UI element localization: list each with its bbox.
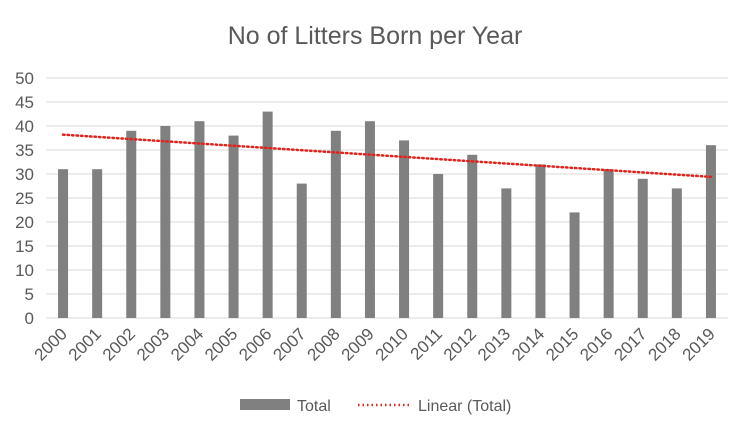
x-tick-label: 2013 xyxy=(474,324,514,364)
x-tick-label: 2003 xyxy=(133,324,173,364)
y-tick-label: 50 xyxy=(15,69,34,88)
bar-2007 xyxy=(296,183,307,318)
x-tick-label: 2012 xyxy=(440,324,480,364)
bar-2009 xyxy=(364,121,375,318)
y-tick-label: 40 xyxy=(15,117,34,136)
linear-trendline xyxy=(61,133,713,179)
x-tick-label: 2014 xyxy=(508,324,548,364)
y-tick-label: 45 xyxy=(15,93,34,112)
x-tick-label: 2006 xyxy=(235,324,275,364)
bar-2019 xyxy=(705,145,716,318)
bar-2006 xyxy=(262,111,273,318)
x-tick-label: 2001 xyxy=(65,324,105,364)
bar-2001 xyxy=(92,169,103,318)
gridlines xyxy=(46,77,728,319)
x-tick-label: 2009 xyxy=(338,324,378,364)
x-tick-label: 2008 xyxy=(303,324,343,364)
bar-2012 xyxy=(467,154,478,318)
y-tick-label: 15 xyxy=(15,237,34,256)
bar-2002 xyxy=(126,130,137,318)
bar-2003 xyxy=(160,126,171,318)
x-tick-label: 2005 xyxy=(201,324,241,364)
y-tick-label: 0 xyxy=(25,309,34,328)
x-tick-label: 2015 xyxy=(542,324,582,364)
bar-2014 xyxy=(535,164,546,318)
y-tick-label: 5 xyxy=(25,285,34,304)
bar-2008 xyxy=(330,130,341,318)
bar-2016 xyxy=(603,169,614,318)
bar-2015 xyxy=(569,212,580,318)
x-tick-label: 2017 xyxy=(610,324,650,364)
x-tick-label: 2011 xyxy=(407,324,446,363)
bar-2013 xyxy=(501,188,512,318)
legend: Total Linear (Total) xyxy=(240,398,511,415)
x-axis-ticks: 2000200120022003200420052006200720082009… xyxy=(31,324,719,364)
bar-2018 xyxy=(671,188,682,318)
y-axis-ticks: 0 5 10 15 20 25 30 35 40 45 50 xyxy=(15,69,34,328)
x-tick-label: 2010 xyxy=(372,324,412,364)
bar-2017 xyxy=(637,178,648,318)
y-tick-label: 35 xyxy=(15,141,34,160)
x-tick-label: 2000 xyxy=(31,324,71,364)
bars xyxy=(58,111,716,318)
bar-2010 xyxy=(399,140,410,318)
bar-2011 xyxy=(433,174,444,318)
bar-2000 xyxy=(58,169,69,318)
y-tick-label: 25 xyxy=(15,189,34,208)
x-tick-label: 2018 xyxy=(644,324,684,364)
x-tick-label: 2016 xyxy=(576,324,616,364)
x-tick-label: 2007 xyxy=(269,324,309,364)
y-tick-label: 10 xyxy=(15,261,34,280)
legend-linear-label: Linear (Total) xyxy=(418,398,511,415)
bar-2005 xyxy=(228,135,239,318)
y-tick-label: 30 xyxy=(15,165,34,184)
x-tick-label: 2002 xyxy=(99,324,139,364)
x-tick-label: 2004 xyxy=(167,324,207,364)
legend-total-swatch xyxy=(240,399,290,410)
legend-total-label: Total xyxy=(297,398,331,415)
y-tick-label: 20 xyxy=(15,213,34,232)
chart-title: No of Litters Born per Year xyxy=(228,22,523,50)
bar-2004 xyxy=(194,121,205,318)
trendline-layer xyxy=(61,133,713,179)
x-tick-label: 2019 xyxy=(679,324,719,364)
